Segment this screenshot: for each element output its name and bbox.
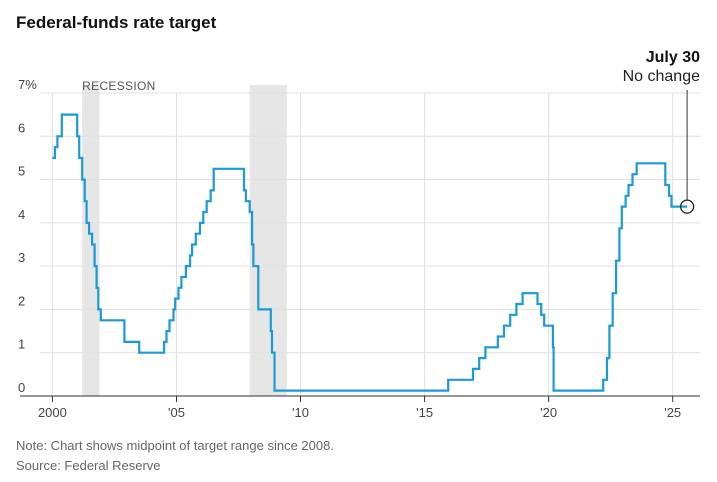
recession-label: RECESSION [82, 79, 155, 93]
annotation-title: July 30 [646, 49, 700, 66]
recession-band [82, 85, 100, 396]
series-line [52, 113, 688, 392]
axes: 2000 '05 '10 '15 '20 '25 [20, 395, 700, 420]
y-tick-label: 4 [18, 207, 25, 222]
y-tick-label: 6 [18, 120, 25, 135]
x-tick-label: '05 [168, 405, 185, 420]
chart-title: Federal-funds rate target [16, 13, 217, 32]
annotation-marker [679, 199, 695, 214]
footnotes: Note: Chart shows midpoint of target ran… [16, 436, 334, 476]
x-tick-label: '25 [664, 405, 681, 420]
chart-source: Source: Federal Reserve [16, 458, 161, 473]
series-layer [52, 113, 688, 392]
x-tick-label: 2000 [38, 405, 67, 420]
chart-note: Note: Chart shows midpoint of target ran… [16, 438, 334, 453]
x-tick-label: '20 [540, 405, 557, 420]
y-tick-label: 3 [18, 250, 25, 265]
annotation-text: No change [623, 68, 700, 85]
recession-band [249, 85, 287, 396]
annotation-layer: July 30 No change [623, 49, 700, 214]
y-tick-label: 1 [18, 337, 25, 352]
x-tick-label: '15 [416, 405, 433, 420]
y-tick-label: 5 [18, 164, 25, 179]
gridlines: 0 1 2 3 4 5 6 7% [18, 77, 700, 396]
y-tick-label: 7% [18, 77, 37, 92]
y-tick-label: 0 [18, 380, 25, 395]
y-tick-label: 2 [18, 293, 25, 308]
x-tick-label: '10 [292, 405, 309, 420]
recession-bands: RECESSION [82, 79, 287, 396]
